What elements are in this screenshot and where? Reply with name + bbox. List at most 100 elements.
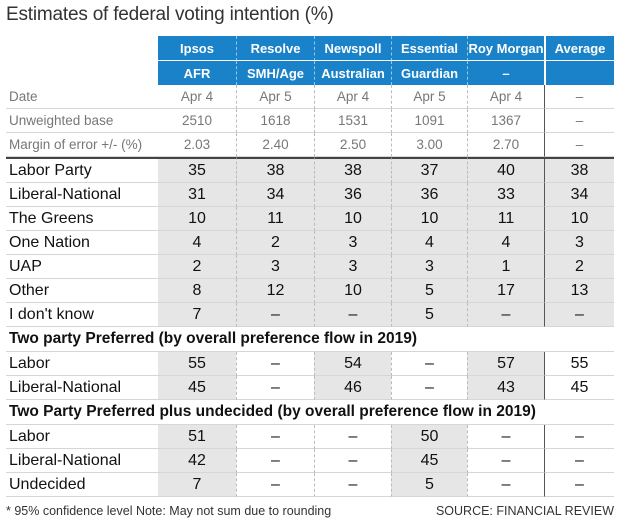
table-cell: 38 (544, 157, 614, 183)
row-label: Margin of error +/- (%) (6, 133, 158, 157)
table-cell: 45 (544, 376, 614, 400)
publisher-header-row-cell (544, 61, 614, 85)
table-cell: 3 (314, 231, 391, 255)
table-cell: 7 (158, 303, 236, 327)
table-cell: 17 (467, 279, 544, 303)
polls-table: Ipsos Resolve Newspoll Essential Roy Morgan A… (6, 36, 614, 497)
table-cell: 7 (158, 473, 236, 497)
table-cell: – (544, 85, 614, 109)
table-cell: 50 (391, 425, 467, 449)
table-cell: 2 (158, 255, 236, 279)
primary-vote-row: I don't know 7– –5– – (6, 303, 614, 327)
table-cell: 34 (544, 183, 614, 207)
publisher-header-row-cell: Australian (314, 61, 391, 85)
table-cell: 2.03 (158, 133, 236, 157)
table-cell: – (236, 352, 314, 376)
tppu-heading: Two Party Preferred plus undecided (by o… (6, 400, 614, 425)
tppu-heading-row: Two Party Preferred plus undecided (by o… (6, 400, 614, 425)
table-cell: Apr 4 (314, 85, 391, 109)
table-cell: 4 (158, 231, 236, 255)
header-blank (6, 61, 158, 85)
meta-row: Date Apr 4 Apr 5 Apr 4 Apr 5 Apr 4– (6, 85, 614, 109)
publisher-header-row-cell: SMH/Age (236, 61, 314, 85)
table-cell: 10 (391, 207, 467, 231)
table-cell: – (391, 376, 467, 400)
primary-vote-row: Liberal-National 31 34 36 36 33 34 (6, 183, 614, 207)
table-cell: 45 (391, 449, 467, 473)
table-cell: 3 (391, 255, 467, 279)
table-cell: 55 (158, 352, 236, 376)
table-cell: – (544, 303, 614, 327)
row-label: Unweighted base (6, 109, 158, 133)
table-cell: 3 (314, 255, 391, 279)
pollster-header-row-cell: Average (544, 36, 614, 61)
publisher-header-row: AFR SMH/Age Australian Guardian – (6, 61, 614, 85)
tpp-heading: Two party Preferred (by overall preferen… (6, 327, 614, 352)
table-cell: – (236, 473, 314, 497)
table-cell: – (544, 109, 614, 133)
row-label: I don't know (6, 303, 158, 327)
publisher-header-row-cell: Guardian (391, 61, 467, 85)
table-cell: 2 (544, 255, 614, 279)
table-cell: 31 (158, 183, 236, 207)
header-blank (6, 36, 158, 61)
table-cell: 11 (467, 207, 544, 231)
table-cell: 3 (236, 255, 314, 279)
table-cell: 38 (236, 157, 314, 183)
row-label: One Nation (6, 231, 158, 255)
pollster-header-row-cell: Roy Morgan (467, 36, 544, 61)
primary-vote-row: One Nation 4 2 3 4 4 3 (6, 231, 614, 255)
table-cell: 1618 (236, 109, 314, 133)
primary-vote-row: The Greens 10 11 10 10 11 10 (6, 207, 614, 231)
meta-row: Margin of error +/- (%) 2.03 2.40 2.50 3.00 2… (6, 133, 614, 157)
table-cell: – (467, 473, 544, 497)
table-cell: 4 (391, 231, 467, 255)
table-cell: 36 (391, 183, 467, 207)
table-cell: Apr 4 (467, 85, 544, 109)
table-cell: 13 (544, 279, 614, 303)
table-cell: – (467, 303, 544, 327)
table-cell: – (314, 473, 391, 497)
row-label: Undecided (6, 473, 158, 497)
row-label: Labor (6, 425, 158, 449)
table-cell: 5 (391, 473, 467, 497)
table-cell: – (236, 303, 314, 327)
pollster-header-row: Ipsos Resolve Newspoll Essential Roy Morgan A… (6, 36, 614, 61)
table-cell: 2510 (158, 109, 236, 133)
table-cell: 1091 (391, 109, 467, 133)
table-cell: 54 (314, 352, 391, 376)
table-cell: 34 (236, 183, 314, 207)
table-cell: 2.40 (236, 133, 314, 157)
table-cell: Apr 5 (391, 85, 467, 109)
table-cell: 5 (391, 279, 467, 303)
table-cell: 42 (158, 449, 236, 473)
table-cell: 2 (236, 231, 314, 255)
table-cell: – (314, 425, 391, 449)
table-cell: 10 (314, 279, 391, 303)
table-cell: 45 (158, 376, 236, 400)
tppu-row: Undecided 7– –5– – (6, 473, 614, 497)
row-label: Labor Party (6, 157, 158, 183)
table-cell: – (236, 376, 314, 400)
pollster-header-row-cell: Ipsos (158, 36, 236, 61)
tpp-row: Labor 55–54–57 55 (6, 352, 614, 376)
table-cell: 8 (158, 279, 236, 303)
meta-row: Unweighted base 2510 1618 1531 1091 1367– (6, 109, 614, 133)
table-cell: 11 (236, 207, 314, 231)
table-cell: – (544, 425, 614, 449)
primary-vote-row: Other 8 12 10 5 17 13 (6, 279, 614, 303)
row-label: UAP (6, 255, 158, 279)
table-cell: 10 (314, 207, 391, 231)
table-cell: 4 (467, 231, 544, 255)
table-cell: 10 (158, 207, 236, 231)
table-cell: 3 (544, 231, 614, 255)
table-cell: 2.70 (467, 133, 544, 157)
table-cell: 43 (467, 376, 544, 400)
table-cell: 3.00 (391, 133, 467, 157)
row-label: Liberal-National (6, 183, 158, 207)
row-label: Date (6, 85, 158, 109)
table-cell: – (391, 352, 467, 376)
footnote: * 95% confidence level Note: May not sum… (6, 504, 332, 518)
table-cell: 38 (314, 157, 391, 183)
row-label: Liberal-National (6, 449, 158, 473)
